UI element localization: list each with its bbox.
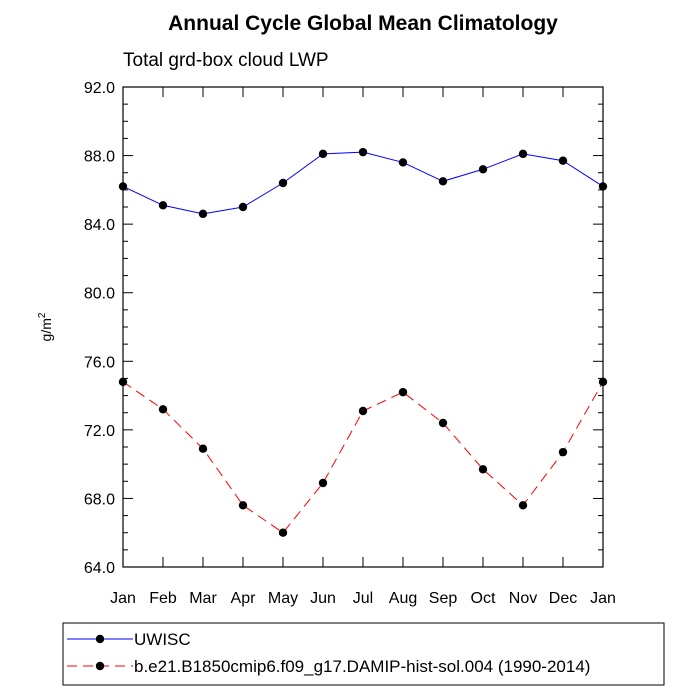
data-point xyxy=(558,447,568,457)
x-tick-label: Jul xyxy=(353,590,373,607)
data-point xyxy=(358,147,368,157)
series-line-2 xyxy=(122,381,604,534)
y-tick-label: 68.0 xyxy=(84,491,115,508)
y-tick-label: 88.0 xyxy=(84,149,115,166)
data-point xyxy=(598,377,608,387)
data-point xyxy=(478,465,488,474)
x-tick-label: Jan xyxy=(590,590,616,607)
data-point xyxy=(358,406,368,416)
y-axis-label: g/m2 xyxy=(37,312,54,341)
x-tick-label: Aug xyxy=(389,590,417,607)
x-tick-label: Jun xyxy=(310,590,336,607)
x-tick-label: Apr xyxy=(231,590,257,607)
x-tick-label: Feb xyxy=(149,590,177,607)
x-tick-label: Sep xyxy=(429,590,458,607)
legend: UWISC b.e21.B1850cmip6.f09_g17.DAMIP-hist… xyxy=(62,622,665,686)
data-point xyxy=(198,444,208,453)
x-tick-label: Dec xyxy=(549,590,577,607)
x-tick-label: May xyxy=(268,590,298,607)
data-point xyxy=(118,377,128,387)
y-tick-label: 72.0 xyxy=(84,423,115,440)
legend-label-1: UWISC xyxy=(134,630,191,649)
chart-subtitle: Total grd-box cloud LWP xyxy=(123,50,329,71)
y-tick-label: 64.0 xyxy=(84,560,115,577)
data-point xyxy=(318,478,328,488)
data-point xyxy=(238,501,248,510)
data-point xyxy=(518,501,528,510)
y-tick-label: 84.0 xyxy=(84,217,115,234)
plot-area: 64.0 68.0 72.0 76.0 80.0 84.0 88.0 92.0 Jan Feb Ma… xyxy=(84,80,616,607)
legend-marker-1 xyxy=(95,634,105,644)
data-point xyxy=(118,182,128,191)
data-point xyxy=(278,528,288,537)
data-point xyxy=(518,149,528,159)
plot-frame xyxy=(122,86,604,568)
data-point xyxy=(398,387,408,397)
data-point xyxy=(558,156,568,165)
y-tick-label: 80.0 xyxy=(84,286,115,303)
data-point xyxy=(438,418,448,428)
y-tick-label: 76.0 xyxy=(84,354,115,371)
data-point xyxy=(158,201,168,210)
data-point xyxy=(398,158,408,167)
legend-box xyxy=(62,622,665,686)
x-tick-label: Mar xyxy=(189,590,217,607)
data-point xyxy=(438,177,448,186)
legend-label-2: b.e21.B1850cmip6.f09_g17.DAMIP-hist-sol.… xyxy=(134,657,590,676)
y-tick-label: 92.0 xyxy=(84,80,115,97)
chart-title: Annual Cycle Global Mean Climatology xyxy=(168,12,558,35)
data-point xyxy=(598,182,608,191)
series-line-1 xyxy=(122,151,604,215)
data-point xyxy=(158,405,168,414)
x-tick-label: Nov xyxy=(509,590,537,607)
x-tick-label: Oct xyxy=(471,590,496,607)
data-point xyxy=(278,178,288,188)
data-point xyxy=(238,202,248,212)
y-axis-label-superscript: 2 xyxy=(37,312,48,318)
data-point xyxy=(318,149,328,159)
data-point xyxy=(478,165,488,174)
x-tick-label: Jan xyxy=(110,590,136,607)
y-axis-label-text: g/m xyxy=(38,318,54,341)
data-point xyxy=(198,209,208,219)
legend-marker-2 xyxy=(95,661,105,671)
